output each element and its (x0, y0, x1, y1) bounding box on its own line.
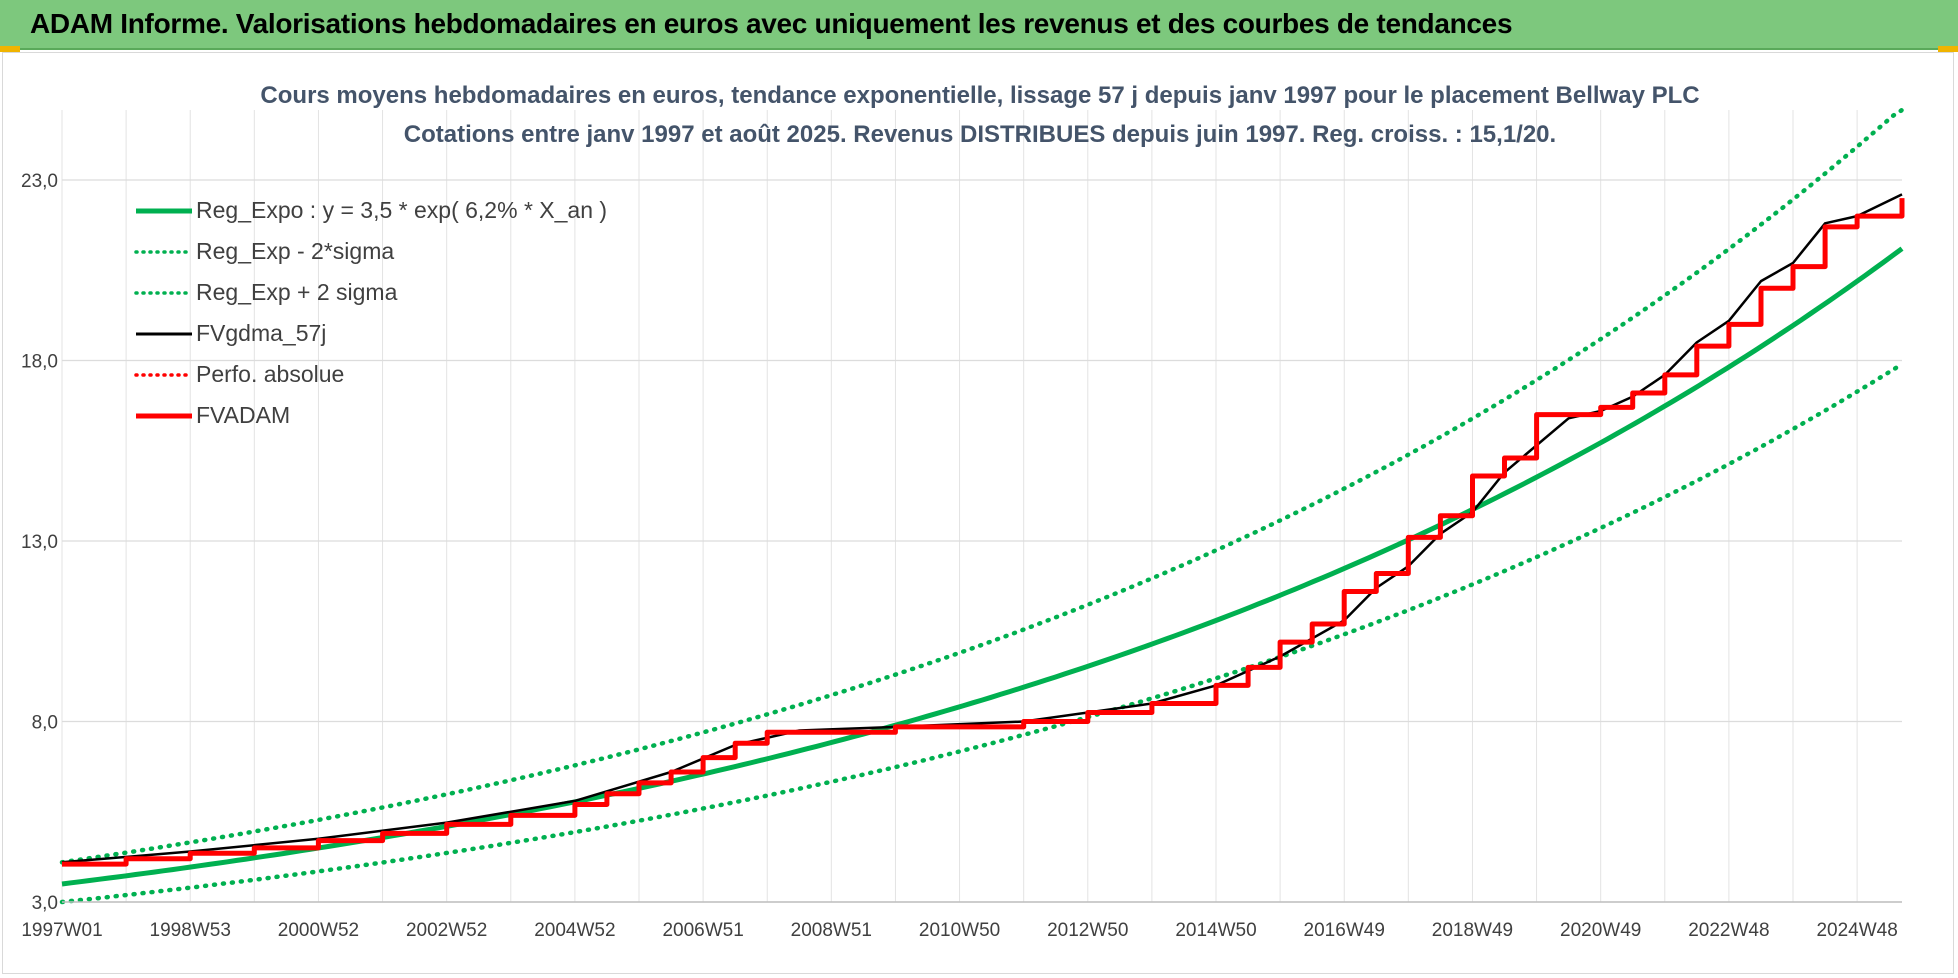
legend-swatch (136, 332, 192, 335)
chart-title: Cours moyens hebdomadaires en euros, ten… (260, 82, 1699, 109)
legend-label: Perfo. absolue (196, 361, 345, 387)
legend-swatch (134, 372, 194, 377)
x-tick-label: 2014W50 (1175, 920, 1256, 941)
x-tick-label: 2004W52 (534, 920, 615, 941)
x-tick-label: 2018W49 (1432, 920, 1513, 941)
series-layer (59, 107, 1905, 905)
x-tick-label: 2016W49 (1304, 920, 1385, 941)
x-tick-label: 1998W53 (150, 920, 231, 941)
x-tick-label: 2022W48 (1688, 920, 1769, 941)
y-tick-label: 18,0 (21, 352, 58, 373)
corner-mark-left (0, 46, 20, 52)
chart-legend: Reg_Expo : y = 3,5 * exp( 6,2% * X_an ) R… (134, 190, 607, 436)
legend-item: FVgdma_57j (134, 313, 607, 354)
x-tick-label: 2006W51 (662, 920, 743, 941)
report-banner: ADAM Informe. Valorisations hebdomadaire… (0, 0, 1958, 50)
legend-swatch (136, 208, 192, 213)
legend-label: FVgdma_57j (196, 320, 327, 346)
legend-item: Reg_Exp - 2*sigma (134, 231, 607, 272)
legend-label: Reg_Expo : y = 3,5 * exp( 6,2% * X_an ) (196, 197, 608, 223)
series-line-1 (59, 361, 1905, 905)
legend-item: Perfo. absolue (134, 354, 607, 395)
axis-layer: 3,0 8,0 13,0 18,0 23,0 1997W01 1998W53 2000W52 2… (21, 171, 1902, 941)
y-tick-label: 8,0 (32, 713, 58, 734)
x-tick-label: 2000W52 (278, 920, 359, 941)
legend-swatch (134, 249, 194, 254)
corner-mark-right (1938, 46, 1958, 52)
legend-label: Reg_Exp - 2*sigma (196, 238, 395, 264)
x-tick-label: 2002W52 (406, 920, 487, 941)
legend-item: Reg_Exp + 2 sigma (134, 272, 607, 313)
x-tick-label: 2012W50 (1047, 920, 1128, 941)
x-tick-label: 2024W48 (1816, 920, 1897, 941)
x-tick-label: 2020W49 (1560, 920, 1641, 941)
y-tick-label: 23,0 (21, 171, 58, 192)
series-line-5 (61, 198, 1905, 867)
chart-frame (2, 52, 1954, 974)
x-tick-label: 2010W50 (919, 920, 1000, 941)
series-line-2 (59, 107, 1905, 865)
legend-swatch (134, 290, 194, 295)
x-tick-label: 2008W51 (791, 920, 872, 941)
y-tick-label: 13,0 (21, 532, 58, 553)
y-tick-label: 3,0 (32, 893, 58, 914)
chart-subtitle: Cotations entre janv 1997 et août 2025. … (404, 121, 1556, 148)
legend-item: FVADAM (134, 395, 607, 436)
report-title: ADAM Informe. Valorisations hebdomadaire… (30, 8, 1513, 39)
legend-item: Reg_Expo : y = 3,5 * exp( 6,2% * X_an ) (134, 190, 607, 231)
series-line-3 (61, 193, 1903, 864)
legend-label: FVADAM (196, 402, 291, 428)
legend-label: Reg_Exp + 2 sigma (196, 279, 398, 305)
x-tick-label: 1997W01 (21, 920, 102, 941)
legend-swatch (136, 413, 192, 418)
